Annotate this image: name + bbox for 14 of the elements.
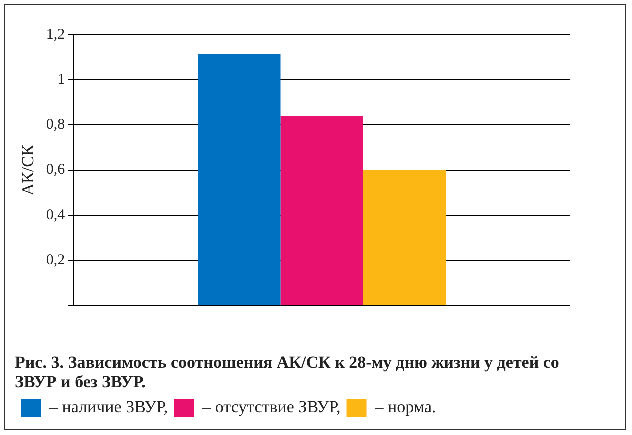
- y-axis-title: АК/СК: [18, 144, 38, 196]
- legend-label: – отсутствие ЗВУР,: [202, 397, 341, 416]
- y-tick-label: 0,2: [46, 252, 66, 268]
- text: Рис. 3. Зависимость соотношения АК/СК к 28-му дню жизни у детей со ЗВУР и без ЗВУР.: [15, 353, 560, 392]
- y-tick-label: 0,8: [46, 117, 66, 134]
- bar: [363, 170, 446, 305]
- y-tick-label: 1: [58, 72, 66, 88]
- y-tick-label: 1,2: [46, 26, 66, 43]
- legend-label: – норма.: [374, 397, 436, 416]
- bar: [280, 116, 364, 305]
- y-tick-label: 0,4: [46, 207, 66, 224]
- y-tick-label: 0,6: [46, 162, 66, 178]
- legend-label: – наличие ЗВУР,: [48, 397, 168, 416]
- bar: [198, 54, 281, 305]
